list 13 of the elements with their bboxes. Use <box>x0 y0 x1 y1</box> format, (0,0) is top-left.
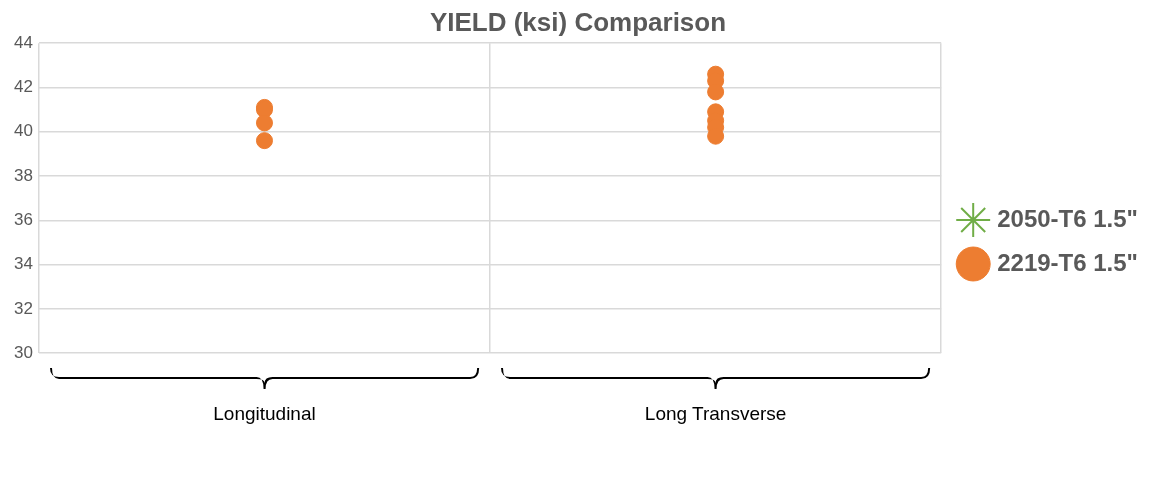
y-tick-label: 32 <box>13 298 33 318</box>
chart-title: YIELD (ksi) Comparison <box>429 6 727 37</box>
y-tick-label: 30 <box>13 342 33 362</box>
x-tick-label: Long Transverse <box>644 402 787 424</box>
y-tick-label: 40 <box>13 121 33 141</box>
y-tick-label: 34 <box>13 254 33 274</box>
y-tick-label: 38 <box>13 165 33 185</box>
legend-label: 2050-T6 1.5" <box>997 204 1139 232</box>
legend-label: 2219-T6 1.5" <box>997 248 1139 276</box>
y-tick-label: 44 <box>13 32 33 52</box>
y-tick-label: 36 <box>13 210 33 230</box>
y-tick-label: 42 <box>13 77 33 97</box>
x-tick-label: Longitudinal <box>213 402 316 424</box>
